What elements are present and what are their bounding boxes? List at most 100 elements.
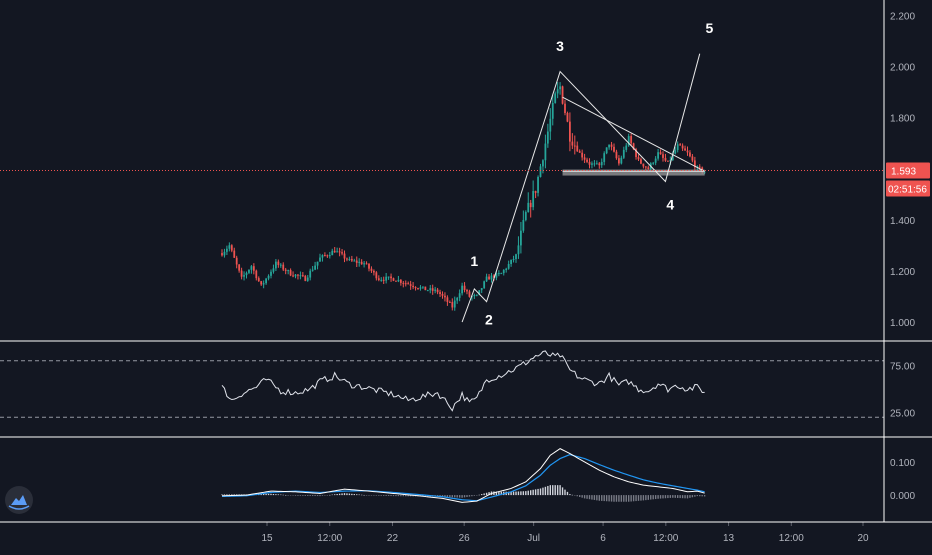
macd-histogram-bar [566, 491, 569, 496]
elliott-wave-drawings[interactable]: 1 2 3 4 5 [461, 20, 714, 328]
candle-body [468, 291, 471, 297]
candle-body [679, 144, 682, 146]
candle-body [360, 261, 363, 265]
macd-histogram-bar [532, 489, 534, 496]
macd-histogram-bar [226, 494, 228, 496]
candle-body [625, 145, 628, 150]
macd-histogram-bar [365, 495, 368, 496]
macd-histogram-bar [316, 495, 319, 497]
candle-body [598, 163, 601, 166]
candle-body [321, 255, 324, 258]
wave-label-5: 5 [706, 20, 714, 36]
macd-histogram-bar [407, 495, 409, 497]
macd-histogram-bar [289, 495, 292, 496]
candle-body [243, 275, 245, 277]
macd-panel[interactable]: 0.100 0.000 [221, 448, 915, 503]
macd-histogram-bar [628, 495, 630, 502]
candle-body [380, 279, 383, 281]
macd-histogram-bar [556, 485, 559, 496]
macd-histogram-bar [449, 495, 451, 498]
macd-histogram-bar [542, 487, 544, 496]
candle-body [488, 276, 490, 280]
macd-line[interactable] [221, 448, 705, 503]
time-axis-label: 26 [459, 533, 471, 544]
candle-body [314, 265, 316, 270]
triangle-upper-line[interactable] [562, 96, 705, 172]
macd-histogram-bar [441, 495, 444, 497]
rsi-line[interactable] [221, 350, 705, 412]
signal-line[interactable] [221, 453, 705, 502]
candle-body [426, 290, 429, 292]
macd-histogram-bar [260, 494, 262, 496]
candle-body [647, 167, 650, 170]
candle-body [608, 144, 610, 148]
candle-body [346, 258, 348, 260]
candle-body [294, 274, 297, 277]
time-axis-label: 12:00 [317, 533, 342, 544]
time-axis-label: Jul [527, 533, 540, 544]
rsi-panel[interactable]: 75.00 25.00 [0, 350, 915, 420]
price-candles [221, 82, 706, 311]
candle-body [343, 253, 346, 259]
candle-body [407, 283, 410, 285]
macd-histogram-bar [569, 494, 571, 496]
price-axis-tick: 2.200 [890, 11, 915, 22]
elliott-wave-line[interactable] [461, 53, 701, 323]
macd-histogram-bar [456, 495, 458, 498]
macd-histogram-bar [537, 488, 539, 496]
macd-histogram-bar [360, 494, 363, 496]
candle-body [544, 143, 547, 161]
time-axis-label: 22 [387, 533, 399, 544]
macd-histogram-bar [287, 495, 289, 496]
candle-body [618, 158, 620, 164]
candle-body [605, 147, 608, 154]
macd-histogram-bar [331, 494, 333, 496]
candle-body [429, 288, 432, 291]
macd-histogram-bar [481, 494, 483, 496]
macd-histogram-bar [686, 495, 689, 499]
macd-histogram-bar [679, 495, 681, 499]
tradingview-logo-icon[interactable] [5, 486, 33, 514]
macd-histogram-bar [385, 495, 387, 496]
candle-body [414, 287, 417, 289]
wave-label-3: 3 [556, 38, 564, 54]
macd-histogram-bar [346, 493, 348, 496]
candle-body [671, 153, 674, 161]
macd-histogram-bar [236, 494, 238, 496]
support-zone[interactable] [562, 169, 705, 176]
candle-body [233, 250, 236, 258]
wave-label-2: 2 [485, 312, 493, 328]
macd-histogram-bar [642, 495, 645, 501]
macd-histogram-bar [559, 485, 561, 496]
countdown-badge[interactable] [886, 180, 930, 197]
macd-histogram-bar [517, 491, 520, 496]
candle-body [250, 266, 253, 270]
candle-body [368, 263, 370, 269]
candle-body [539, 166, 542, 177]
macd-histogram-bar [534, 489, 537, 496]
macd-histogram-bar [498, 491, 500, 496]
panel-dividers[interactable] [0, 0, 932, 523]
candle-body [698, 166, 701, 168]
candle-body [255, 270, 258, 279]
candle-body [559, 86, 561, 90]
macd-histogram-bar [593, 495, 596, 500]
candle-body [431, 288, 434, 291]
last-price-badge[interactable] [886, 162, 930, 179]
price-axis[interactable]: 2.2002.0001.8001.6001.4001.2001.0001.593… [0, 11, 930, 329]
candle-body [473, 295, 476, 297]
time-axis[interactable]: 15 12:00 22 26 Jul 6 12:00 13 12:00 20 [261, 522, 869, 544]
time-axis-label: 20 [857, 533, 869, 544]
candle-body [463, 285, 466, 290]
candle-body [375, 272, 378, 279]
macd-histogram-bar [527, 490, 529, 496]
macd-histogram-bar [444, 495, 446, 497]
candle-body [524, 212, 527, 220]
macd-histogram-bar [515, 491, 517, 496]
candle-body [613, 146, 615, 152]
candle-body [397, 279, 400, 282]
candle-body [564, 103, 566, 113]
macd-histogram-bar [677, 495, 679, 498]
